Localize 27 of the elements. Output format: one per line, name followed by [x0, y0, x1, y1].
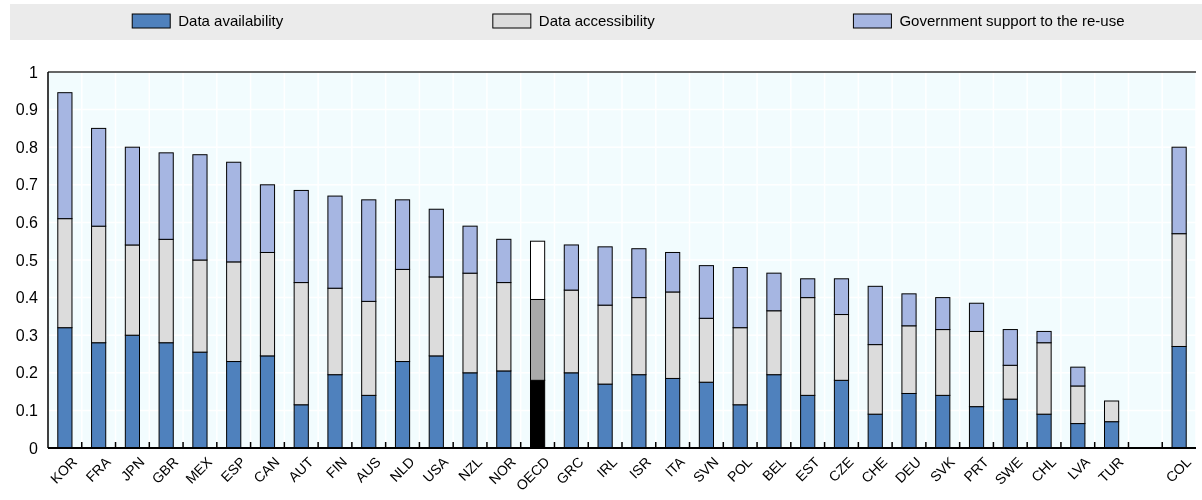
- x-tick-label: FRA: [82, 453, 115, 485]
- x-tick-label: CHL: [1027, 453, 1060, 485]
- x-tick-label: COL: [1162, 453, 1195, 486]
- x-tick-label: POL: [724, 453, 756, 485]
- x-tick-label: BEL: [758, 453, 790, 484]
- y-tick-label: 0.4: [15, 289, 39, 307]
- y-tick-label: 0: [29, 439, 39, 457]
- y-tick-label: 0.2: [15, 364, 39, 382]
- x-tick-label: FIN: [322, 453, 351, 482]
- x-tick-label: USA: [419, 453, 452, 486]
- y-tick-label: 0.1: [15, 402, 39, 419]
- y-tick-label: 0.8: [15, 138, 39, 156]
- legend-label: Data accessibility: [538, 12, 656, 30]
- x-tick-label: NZL: [455, 453, 486, 484]
- y-tick-label: 0.3: [15, 326, 39, 344]
- y-tick-label: 0.7: [15, 176, 39, 194]
- x-tick-label: ISR: [626, 453, 654, 482]
- y-tick-label: 0.9: [15, 101, 39, 119]
- x-tick-label: TUR: [1094, 453, 1127, 486]
- y-tick-label: 0.6: [15, 214, 39, 231]
- legend-label: Government support to the re-use: [899, 12, 1125, 30]
- y-tick-label: 0.5: [15, 251, 39, 269]
- x-tick-label: ITA: [661, 453, 689, 480]
- x-tick-label: LVA: [1064, 453, 1094, 483]
- y-tick-label: 1: [29, 63, 39, 81]
- x-tick-label: IRL: [593, 453, 621, 481]
- legend-label: Data availability: [178, 12, 284, 30]
